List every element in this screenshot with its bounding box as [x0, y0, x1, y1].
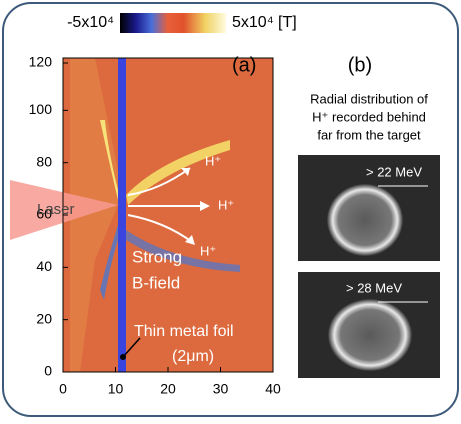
x-tick-label: 0: [59, 381, 67, 397]
annotation: Laser: [37, 201, 75, 218]
annotation: H⁺: [218, 197, 234, 212]
colorbar: [120, 13, 226, 33]
caption: H⁺ recorded behind: [312, 109, 426, 124]
x-tick-label: 20: [160, 381, 176, 397]
panel-label: (b): [348, 54, 372, 76]
y-tick-label: 20: [36, 310, 52, 326]
x-tick-label: 40: [265, 381, 281, 397]
caption: far from the target: [317, 127, 421, 142]
x-tick-label: 10: [108, 381, 124, 397]
image-label: > 22 MeV: [366, 164, 422, 179]
y-tick-label: 80: [36, 153, 52, 169]
colorbar-min: -5x10⁴: [67, 14, 114, 31]
panel-label: (a): [232, 54, 256, 76]
annotation: (2μm): [172, 348, 214, 365]
annotation: H⁺: [200, 243, 216, 258]
annotation: H⁺: [205, 153, 221, 168]
y-tick-label: 0: [44, 363, 52, 379]
caption: Radial distribution of: [310, 91, 428, 106]
annotation: Strong: [132, 247, 182, 266]
colorbar-max: 5x10⁴ [T]: [232, 14, 297, 31]
annotation: Thin metal foil: [134, 323, 234, 340]
image-label: > 28 MeV: [346, 280, 402, 295]
y-tick-label: 60: [36, 206, 52, 222]
y-tick-label: 100: [29, 101, 53, 117]
x-tick-label: 30: [213, 381, 229, 397]
image: [298, 155, 440, 261]
annotation: B-field: [132, 273, 180, 292]
y-tick-label: 120: [29, 54, 53, 70]
heatmap: [10, 58, 273, 372]
image: [298, 272, 440, 378]
y-tick-label: 40: [36, 258, 52, 274]
